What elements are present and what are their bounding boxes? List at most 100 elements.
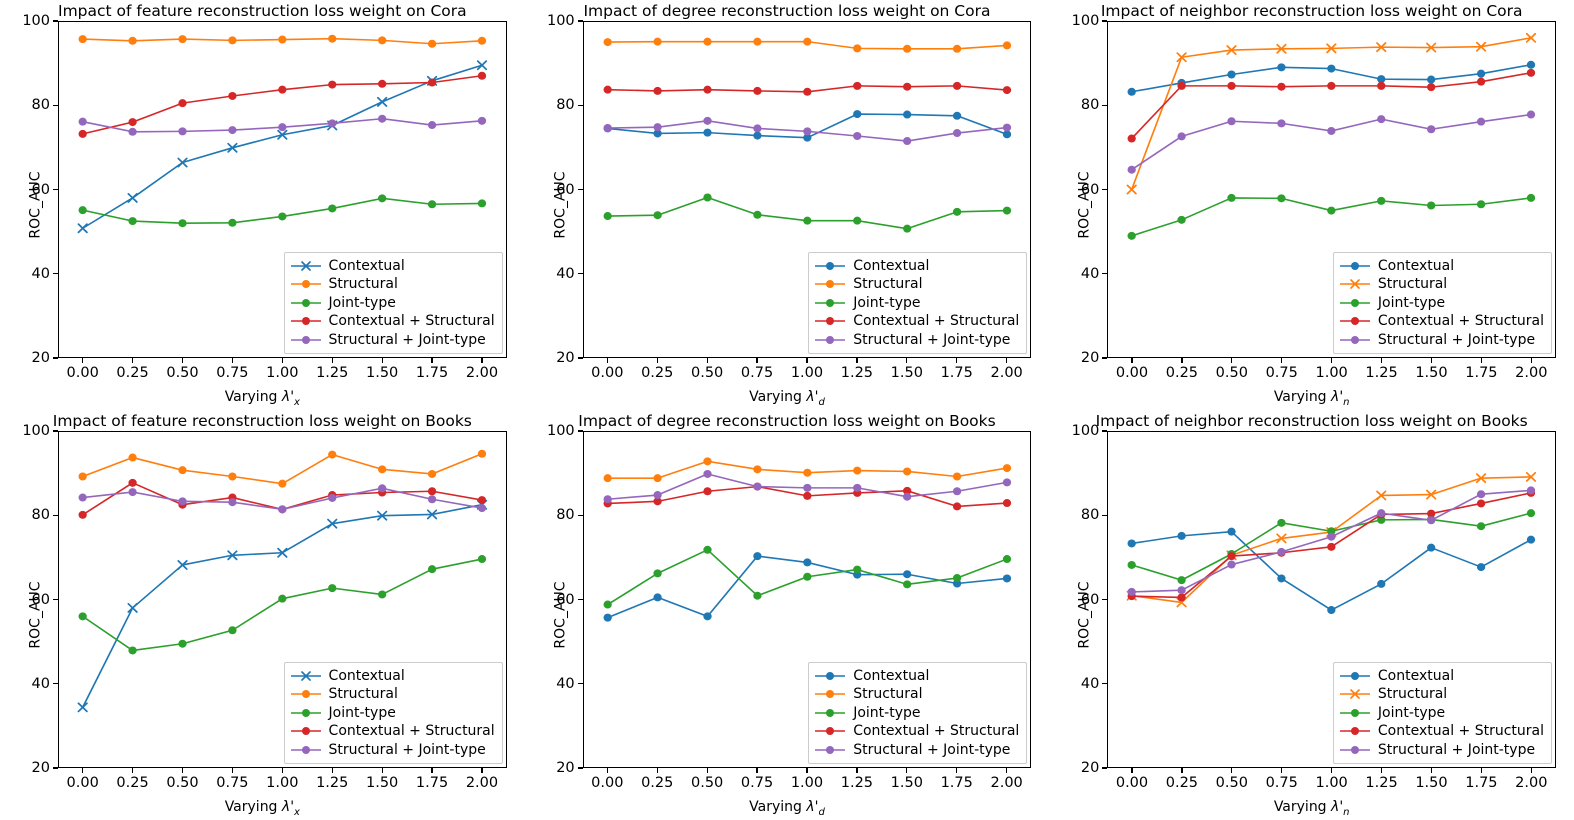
x-tick-mark bbox=[1380, 768, 1383, 773]
y-tick-label: 80 bbox=[31, 507, 50, 524]
data-point bbox=[802, 572, 812, 581]
data-point bbox=[1276, 43, 1287, 54]
data-point bbox=[703, 545, 712, 554]
legend-item[interactable]: Structural bbox=[1339, 275, 1544, 294]
x-tick-mark bbox=[1281, 358, 1283, 363]
data-point bbox=[1427, 509, 1436, 518]
legend-item[interactable]: Contextual + Structural bbox=[290, 722, 495, 741]
legend-item[interactable]: Contextual + Structural bbox=[290, 312, 495, 331]
data-point bbox=[178, 219, 187, 228]
y-tick-label: 80 bbox=[1080, 97, 1100, 114]
legend-item[interactable]: Contextual bbox=[814, 667, 1019, 686]
x-tick-label: 1.25 bbox=[316, 775, 349, 791]
legend-item[interactable]: Structural bbox=[814, 275, 1019, 294]
legend-item[interactable]: Contextual bbox=[1339, 667, 1544, 686]
x-tick-label: 0.25 bbox=[1165, 775, 1199, 791]
x-axis-label-symbol: λ' bbox=[281, 389, 295, 406]
x-tick-mark bbox=[606, 358, 608, 363]
legend-marker-icon bbox=[290, 670, 321, 681]
data-point bbox=[1127, 539, 1137, 548]
legend-item[interactable]: Structural bbox=[290, 685, 495, 704]
x-tick-mark bbox=[82, 768, 84, 773]
legend-item[interactable]: Contextual bbox=[814, 257, 1019, 276]
legend-item[interactable]: Structural + Joint-type bbox=[290, 331, 495, 350]
data-point bbox=[802, 133, 812, 142]
data-point bbox=[1477, 69, 1486, 78]
legend-item[interactable]: Contextual + Structural bbox=[814, 722, 1019, 741]
data-point bbox=[653, 497, 662, 506]
legend-item[interactable]: Structural + Joint-type bbox=[814, 331, 1019, 350]
data-point bbox=[1127, 560, 1137, 569]
legend-item[interactable]: Structural + Joint-type bbox=[1339, 741, 1544, 760]
legend-label: Structural + Joint-type bbox=[1377, 331, 1536, 348]
data-point bbox=[1327, 527, 1336, 536]
data-point bbox=[902, 82, 911, 91]
legend-item[interactable]: Joint-type bbox=[290, 294, 495, 313]
data-point bbox=[1377, 579, 1386, 588]
legend-item[interactable]: Joint-type bbox=[814, 704, 1019, 723]
legend-item[interactable]: Contextual + Structural bbox=[1339, 312, 1544, 331]
data-point bbox=[1327, 606, 1336, 615]
data-point bbox=[377, 96, 388, 107]
legend-item[interactable]: Structural bbox=[814, 685, 1019, 704]
legend-item[interactable]: Joint-type bbox=[290, 704, 495, 723]
legend-item[interactable]: Joint-type bbox=[1339, 294, 1544, 313]
legend-marker-icon bbox=[815, 317, 846, 326]
x-axis-label: Varying λ'x bbox=[0, 389, 525, 408]
y-tick-label: 40 bbox=[556, 675, 575, 692]
x-tick-mark bbox=[431, 358, 433, 363]
data-point bbox=[178, 127, 187, 136]
data-point bbox=[1427, 543, 1436, 552]
data-point bbox=[328, 584, 337, 593]
y-tick-label: 20 bbox=[1080, 350, 1100, 366]
data-point bbox=[653, 593, 662, 602]
legend-item[interactable]: Structural bbox=[290, 275, 495, 294]
data-point bbox=[653, 569, 662, 578]
x-tick-mark bbox=[181, 768, 184, 773]
y-tick-label: 60 bbox=[31, 181, 50, 198]
chart-legend: Contextual Structural Joint-type Contextual… bbox=[1332, 251, 1552, 354]
data-point bbox=[653, 211, 662, 220]
y-tick-label: 60 bbox=[31, 591, 50, 608]
legend-item[interactable]: Joint-type bbox=[1339, 704, 1544, 723]
data-point bbox=[1376, 490, 1387, 501]
legend-label: Structural bbox=[1377, 686, 1448, 703]
x-axis-label-prefix: Varying bbox=[224, 799, 282, 816]
x-tick-mark bbox=[1530, 358, 1532, 363]
x-tick-mark bbox=[706, 768, 708, 773]
legend-item[interactable]: Joint-type bbox=[814, 294, 1019, 313]
legend-marker-icon bbox=[290, 298, 321, 307]
x-tick-label: 1.75 bbox=[1465, 365, 1498, 381]
y-tick-label: 100 bbox=[22, 13, 50, 29]
data-point bbox=[1227, 552, 1236, 561]
x-axis-label-subscript: n bbox=[1343, 807, 1350, 818]
x-tick-label: 1.00 bbox=[1315, 775, 1348, 791]
legend-item[interactable]: Contextual bbox=[1339, 257, 1544, 276]
data-point bbox=[1002, 41, 1011, 50]
legend-label: Contextual + Structural bbox=[853, 723, 1020, 740]
data-point bbox=[902, 492, 911, 501]
legend-item[interactable]: Structural + Joint-type bbox=[1339, 331, 1544, 350]
chart-title: Impact of degree reconstruction loss wei… bbox=[578, 412, 996, 430]
legend-item[interactable]: Structural + Joint-type bbox=[814, 741, 1019, 760]
y-tick-mark bbox=[1102, 357, 1108, 359]
legend-marker-icon bbox=[1339, 671, 1370, 680]
legend-item[interactable]: Structural + Joint-type bbox=[290, 741, 495, 760]
data-point bbox=[1477, 77, 1486, 86]
x-tick-mark bbox=[1430, 358, 1433, 363]
data-point bbox=[802, 468, 812, 477]
x-tick-label: 1.75 bbox=[415, 775, 449, 791]
legend-item[interactable]: Contextual bbox=[290, 667, 495, 686]
legend-item[interactable]: Contextual + Structural bbox=[1339, 722, 1544, 741]
legend-item[interactable]: Contextual + Structural bbox=[814, 312, 1019, 331]
x-tick-label: 0.75 bbox=[216, 365, 249, 381]
data-point bbox=[1476, 473, 1487, 484]
x-tick-label: 0.25 bbox=[1165, 365, 1199, 381]
data-point bbox=[1477, 522, 1486, 531]
data-point bbox=[1277, 82, 1286, 91]
x-tick-label: 0.00 bbox=[1115, 365, 1149, 381]
legend-item[interactable]: Contextual bbox=[290, 257, 495, 276]
data-point bbox=[228, 91, 237, 100]
legend-item[interactable]: Structural bbox=[1339, 685, 1544, 704]
